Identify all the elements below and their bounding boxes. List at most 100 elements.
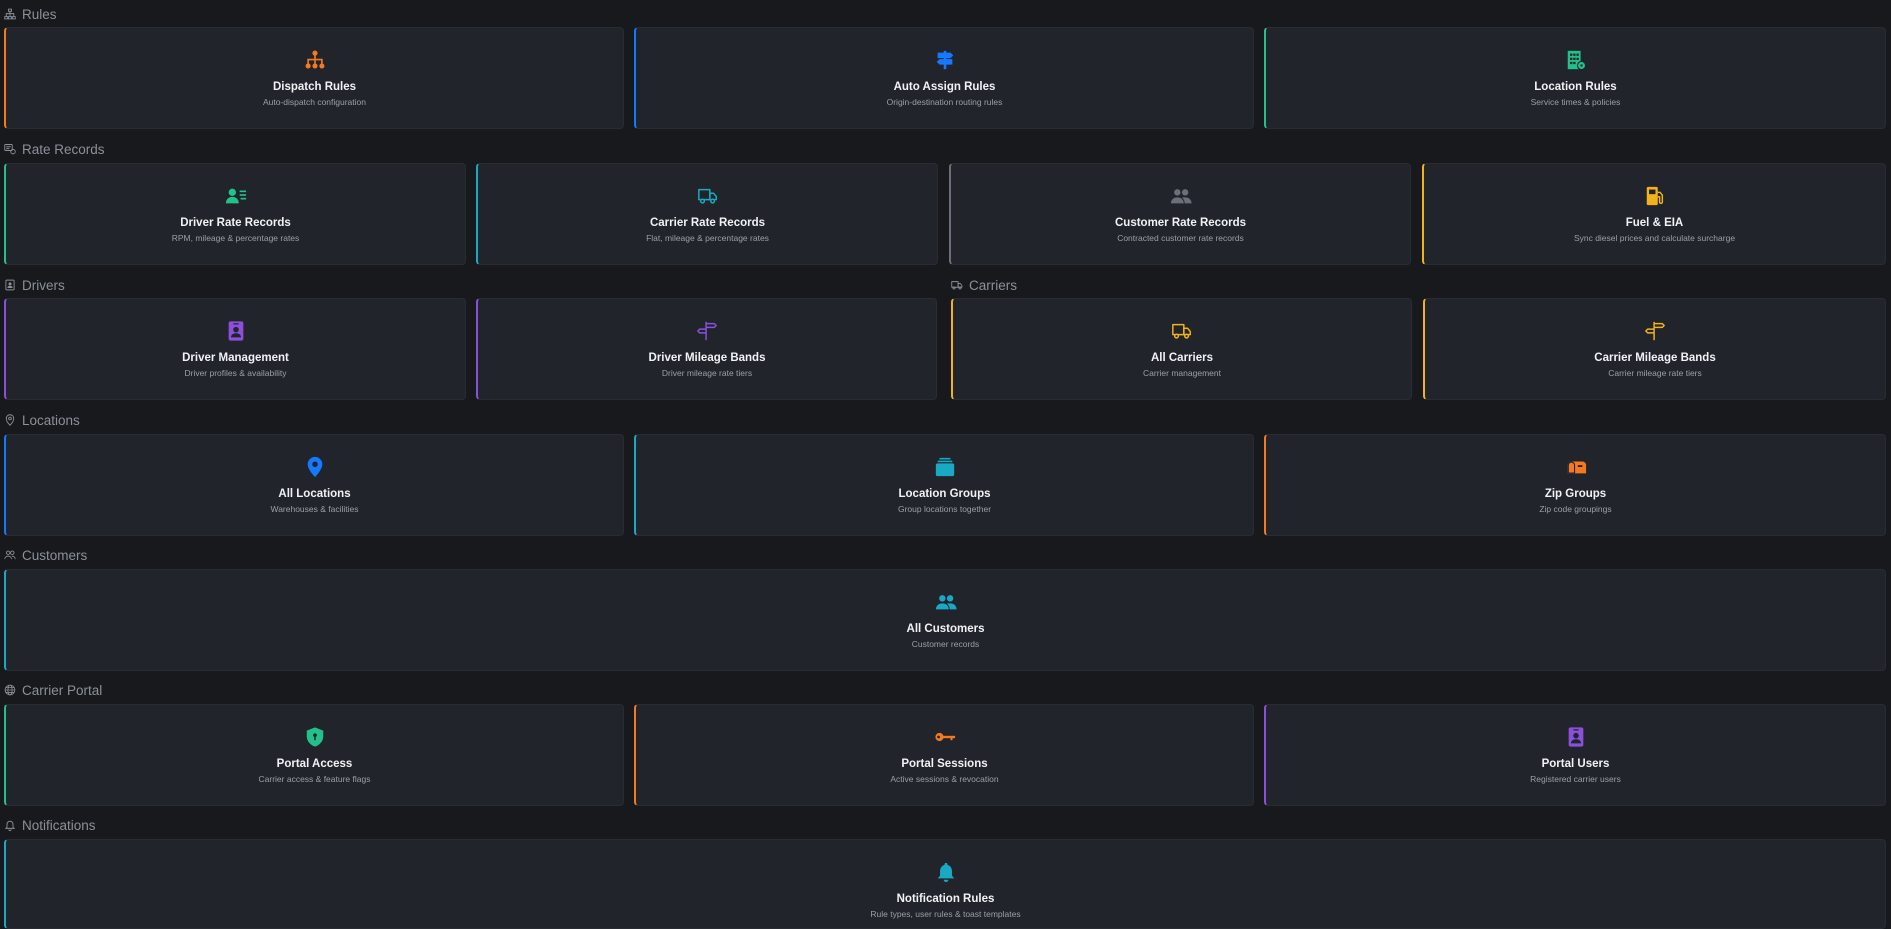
- card-subtitle: Driver mileage rate tiers: [661, 368, 753, 378]
- card-subtitle: Zip code groupings: [1539, 504, 1612, 514]
- card-customer-rate-records[interactable]: Customer Rate Records Contracted custome…: [949, 163, 1411, 265]
- card-subtitle: Carrier mileage rate tiers: [1608, 368, 1702, 378]
- card-title: Portal Sessions: [901, 758, 988, 770]
- card-carrier-mileage-bands[interactable]: Carrier Mileage Bands Carrier mileage ra…: [1423, 298, 1886, 400]
- fuel-pump-icon: [1643, 184, 1667, 208]
- card-subtitle: Flat, mileage & percentage rates: [646, 233, 769, 243]
- card-all-customers[interactable]: All Customers Customer records: [4, 569, 1886, 671]
- hierarchy-icon: [303, 48, 327, 72]
- truck-icon: [696, 184, 720, 208]
- card-fuel-eia[interactable]: Fuel & EIA Sync diesel prices and calcul…: [1422, 163, 1886, 265]
- section-title: Locations: [22, 412, 80, 428]
- card-subtitle: Group locations together: [897, 504, 992, 514]
- card-subtitle: Driver profiles & availability: [184, 368, 287, 378]
- card-dispatch-rules[interactable]: Dispatch Rules Auto-dispatch configurati…: [4, 27, 624, 129]
- rate-card-icon: [4, 143, 16, 155]
- card-title: Location Groups: [898, 488, 991, 500]
- person-badge-icon: [224, 319, 248, 343]
- people-icon: [934, 590, 958, 614]
- section-title: Carrier Portal: [22, 682, 103, 698]
- card-title: Driver Mileage Bands: [648, 352, 766, 364]
- mailbox-icon: [1564, 455, 1588, 479]
- card-zip-groups[interactable]: Zip Groups Zip code groupings: [1264, 434, 1886, 536]
- card-title: Dispatch Rules: [272, 81, 357, 93]
- map-pin-icon: [4, 414, 16, 426]
- person-lines-icon: [224, 184, 248, 208]
- section-header-notifications: Notifications: [4, 816, 96, 834]
- people-icon: [4, 549, 16, 561]
- card-subtitle: Sync diesel prices and calculate surchar…: [1573, 233, 1736, 243]
- card-title: Portal Access: [276, 758, 353, 770]
- card-portal-sessions[interactable]: Portal Sessions Active sessions & revoca…: [634, 704, 1254, 806]
- card-title: Notification Rules: [896, 893, 995, 905]
- key-icon: [933, 725, 957, 749]
- signpost-icon: [933, 48, 957, 72]
- card-portal-users[interactable]: Portal Users Registered carrier users: [1264, 704, 1886, 806]
- shield-lock-icon: [303, 725, 327, 749]
- card-subtitle: Registered carrier users: [1530, 774, 1621, 784]
- card-subtitle: Auto-dispatch configuration: [262, 97, 366, 107]
- card-carrier-rate-records[interactable]: Carrier Rate Records Flat, mileage & per…: [476, 163, 938, 265]
- card-title: Portal Users: [1541, 758, 1610, 770]
- signpost-split-icon: [1643, 319, 1667, 343]
- section-title: Carriers: [969, 277, 1018, 293]
- section-header-drivers: Drivers: [4, 276, 65, 294]
- card-title: Location Rules: [1534, 81, 1617, 93]
- bell-icon: [4, 819, 16, 831]
- section-header-rate-records: Rate Records: [4, 140, 105, 158]
- truck-icon: [951, 279, 963, 291]
- card-subtitle: Warehouses & facilities: [270, 504, 359, 514]
- section-header-customers: Customers: [4, 546, 87, 564]
- card-driver-management[interactable]: Driver Management Driver profiles & avai…: [4, 298, 466, 400]
- card-portal-access[interactable]: Portal Access Carrier access & feature f…: [4, 704, 624, 806]
- card-title: Driver Rate Records: [180, 217, 291, 229]
- signpost-split-icon: [695, 319, 719, 343]
- card-driver-rate-records[interactable]: Driver Rate Records RPM, mileage & perce…: [4, 163, 466, 265]
- card-all-locations[interactable]: All Locations Warehouses & facilities: [4, 434, 624, 536]
- card-title: All Customers: [906, 623, 985, 635]
- section-header-carriers: Carriers: [951, 276, 1017, 294]
- section-title: Rules: [22, 6, 57, 22]
- card-location-groups[interactable]: Location Groups Group locations together: [634, 434, 1254, 536]
- card-driver-mileage-bands[interactable]: Driver Mileage Bands Driver mileage rate…: [476, 298, 937, 400]
- bell-icon: [934, 860, 958, 884]
- building-gear-icon: [1564, 48, 1588, 72]
- card-auto-assign-rules[interactable]: Auto Assign Rules Origin-destination rou…: [634, 27, 1254, 129]
- card-title: Customer Rate Records: [1114, 217, 1246, 229]
- card-title: Carrier Rate Records: [649, 217, 766, 229]
- card-title: Fuel & EIA: [1625, 217, 1684, 229]
- card-subtitle: Active sessions & revocation: [890, 774, 999, 784]
- section-title: Rate Records: [22, 141, 105, 157]
- section-title: Drivers: [22, 277, 65, 293]
- card-title: All Carriers: [1150, 352, 1213, 364]
- person-badge-icon: [1564, 725, 1588, 749]
- card-subtitle: Customer records: [911, 639, 980, 649]
- card-title: Zip Groups: [1544, 488, 1607, 500]
- section-title: Notifications: [22, 817, 96, 833]
- card-title: Carrier Mileage Bands: [1594, 352, 1716, 364]
- collection-icon: [933, 455, 957, 479]
- card-subtitle: Carrier management: [1143, 368, 1221, 378]
- card-subtitle: Carrier access & feature flags: [258, 774, 371, 784]
- section-header-rules: Rules: [4, 5, 57, 23]
- people-icon: [1169, 184, 1193, 208]
- driver-badge-icon: [4, 279, 16, 291]
- sitemap-icon: [4, 8, 16, 20]
- card-title: Auto Assign Rules: [893, 81, 996, 93]
- card-subtitle: Rule types, user rules & toast templates: [870, 909, 1021, 919]
- section-title: Customers: [22, 547, 88, 563]
- card-subtitle: Contracted customer rate records: [1117, 233, 1244, 243]
- section-header-carrier-portal: Carrier Portal: [4, 681, 102, 699]
- card-subtitle: Origin-destination routing rules: [886, 97, 1003, 107]
- section-header-locations: Locations: [4, 411, 80, 429]
- card-subtitle: RPM, mileage & percentage rates: [171, 233, 300, 243]
- card-title: Driver Management: [182, 352, 289, 364]
- globe-icon: [4, 684, 16, 696]
- card-notification-rules[interactable]: Notification Rules Rule types, user rule…: [4, 839, 1886, 929]
- card-location-rules[interactable]: Location Rules Service times & policies: [1264, 27, 1886, 129]
- card-subtitle: Service times & policies: [1530, 97, 1621, 107]
- card-title: All Locations: [278, 488, 351, 500]
- truck-icon: [1170, 319, 1194, 343]
- card-all-carriers[interactable]: All Carriers Carrier management: [951, 298, 1412, 400]
- map-pin-icon: [303, 455, 327, 479]
